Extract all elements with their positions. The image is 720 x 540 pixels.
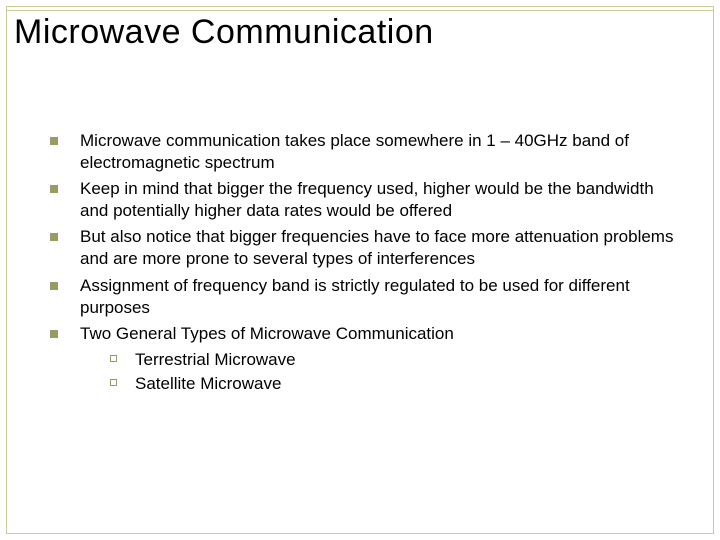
list-item: Assignment of frequency band is strictly… <box>50 275 680 319</box>
sub-list: Terrestrial Microwave Satellite Microwav… <box>110 349 680 395</box>
list-item: Satellite Microwave <box>110 373 680 395</box>
square-bullet-icon <box>50 330 58 338</box>
bullet-text: Assignment of frequency band is strictly… <box>80 275 680 319</box>
bullet-text: Satellite Microwave <box>135 373 281 395</box>
square-bullet-icon <box>50 137 58 145</box>
list-item: Keep in mind that bigger the frequency u… <box>50 178 680 222</box>
list-item: Microwave communication takes place some… <box>50 130 680 174</box>
bullet-text: Microwave communication takes place some… <box>80 130 680 174</box>
slide-border-top-double <box>6 10 714 11</box>
bullet-text: Terrestrial Microwave <box>135 349 296 371</box>
bullet-text: Keep in mind that bigger the frequency u… <box>80 178 680 222</box>
bullet-text: But also notice that bigger frequencies … <box>80 226 680 270</box>
square-bullet-icon <box>50 185 58 193</box>
slide-title: Microwave Communication <box>14 13 434 52</box>
list-item: Two General Types of Microwave Communica… <box>50 323 680 345</box>
hollow-square-bullet-icon <box>110 379 117 386</box>
hollow-square-bullet-icon <box>110 355 117 362</box>
square-bullet-icon <box>50 233 58 241</box>
title-container: Microwave Communication <box>14 13 442 52</box>
list-item: But also notice that bigger frequencies … <box>50 226 680 270</box>
list-item: Terrestrial Microwave <box>110 349 680 371</box>
bullet-text: Two General Types of Microwave Communica… <box>80 323 454 345</box>
square-bullet-icon <box>50 282 58 290</box>
content-area: Microwave communication takes place some… <box>50 130 680 397</box>
